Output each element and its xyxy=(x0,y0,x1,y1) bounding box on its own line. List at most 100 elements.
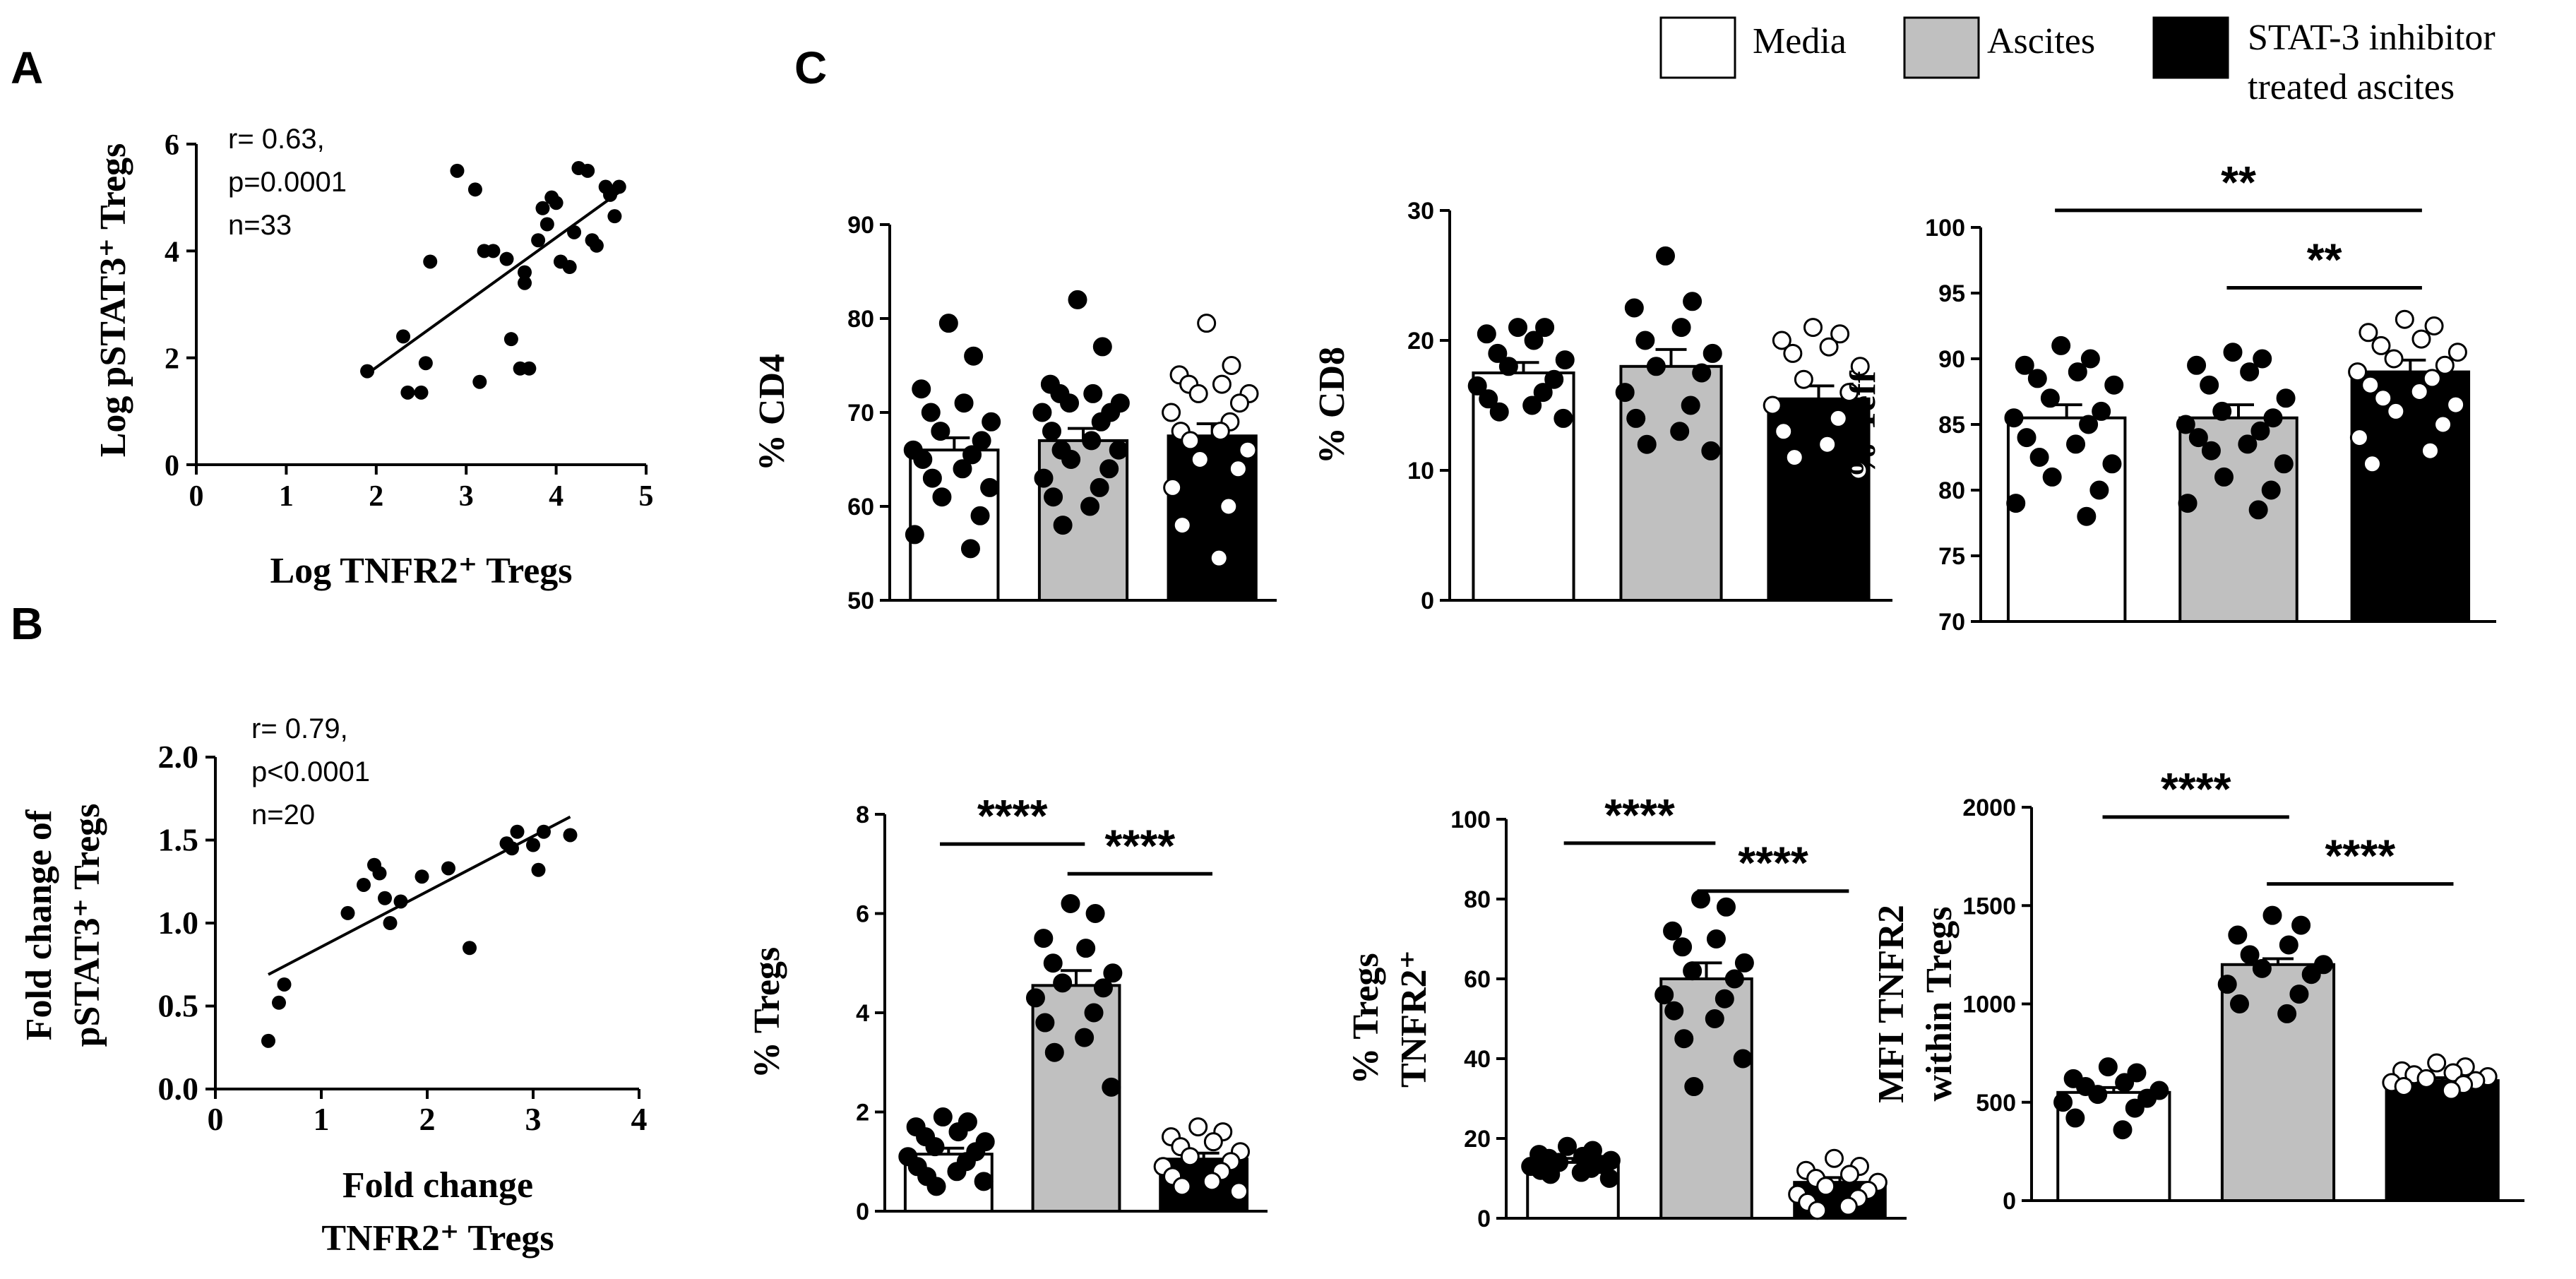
A-data-point xyxy=(549,196,564,210)
TNFR2-data-point xyxy=(1734,953,1754,972)
A-y-tick-label: 2 xyxy=(165,343,179,376)
Tregs-data-point xyxy=(1172,1177,1192,1196)
Teff-data-point xyxy=(2424,316,2444,335)
MFI-data-point xyxy=(2291,915,2311,935)
Tregs-data-point xyxy=(1085,904,1105,923)
A-stat-line: p=0.0001 xyxy=(228,167,347,198)
A-data-point xyxy=(531,233,546,248)
CD4-panel-label: C xyxy=(794,42,827,93)
Tregs-y-tick-label: 4 xyxy=(856,1000,869,1027)
Teff-y-tick-label: 100 xyxy=(1925,215,1965,242)
CD4-data-point xyxy=(921,403,941,422)
CD8-data-point xyxy=(1624,298,1644,318)
CD4-data-point xyxy=(1060,393,1080,413)
CD4-data-point xyxy=(1210,422,1230,441)
legend-label-ascites: Ascites xyxy=(1987,21,2095,61)
CD8-y-axis-label: % CD8 xyxy=(1312,347,1352,464)
MFI-y-axis-label-line1: MFI TNFR2 xyxy=(1871,905,1912,1103)
A-data-point xyxy=(567,225,582,239)
Tregs-data-point xyxy=(1076,939,1096,958)
Tregs-data-point xyxy=(1034,929,1054,948)
A-fit-line xyxy=(366,191,620,375)
Teff-data-point xyxy=(2409,382,2429,401)
Teff-data-point xyxy=(2349,428,2369,448)
Teff-y-tick-label: 80 xyxy=(1938,477,1965,504)
legend-swatch-media xyxy=(1659,16,1736,79)
CD8-data-point xyxy=(1489,402,1509,422)
B-data-point xyxy=(272,995,286,1010)
CD8-data-point xyxy=(1794,369,1813,389)
TNFR2-data-point xyxy=(1541,1165,1561,1184)
MFI-data-point xyxy=(2088,1085,2108,1105)
B-data-point xyxy=(378,891,392,905)
CD8-data-point xyxy=(1849,460,1868,480)
Tregs-data-point xyxy=(925,1137,945,1157)
CD8-data-point xyxy=(1692,363,1712,383)
CD4-data-point xyxy=(1109,440,1128,460)
Teff-y-tick-label: 95 xyxy=(1938,280,1965,307)
panel-B: 0 1 2 3 4 0.0 0.5 1.0 1.5 2.0 r= 0.79, p<0.0001 n=20… xyxy=(11,598,648,1259)
legend: Media Ascites STAT-3 inhibitor treated a… xyxy=(1659,16,2496,107)
TNFR2-data-point xyxy=(1691,889,1710,909)
TNFR2-significance-label: **** xyxy=(1604,790,1675,840)
CD8-data-point xyxy=(1524,331,1544,350)
A-data-point xyxy=(499,251,514,266)
B-y-tick-label: 1.5 xyxy=(158,822,199,858)
Teff-significance-label: ** xyxy=(2307,234,2342,285)
CD4-data-point xyxy=(972,431,991,451)
MFI-data-point xyxy=(2127,1063,2147,1083)
panel-MFI: 0 500 1000 1500 2000 **** **** MFI TNFR2 within … xyxy=(1871,763,2524,1215)
Teff-data-point xyxy=(2176,415,2195,434)
B-data-point xyxy=(277,977,292,992)
Teff-bar-ascites xyxy=(2178,416,2298,623)
B-data-point xyxy=(340,905,355,920)
CD4-data-point xyxy=(1099,459,1119,479)
Teff-data-point xyxy=(2422,369,2442,388)
TNFR2-y-tick-label: 80 xyxy=(1464,886,1491,913)
CD8-data-point xyxy=(1703,343,1722,363)
Teff-data-point xyxy=(2077,506,2097,526)
A-data-point xyxy=(400,385,415,400)
Teff-data-point xyxy=(2386,401,2406,421)
CD8-data-point xyxy=(1830,324,1850,344)
A-data-point xyxy=(503,332,518,347)
MFI-data-point xyxy=(2427,1053,2447,1073)
Teff-data-point xyxy=(2187,355,2207,375)
CD4-data-point xyxy=(1042,422,1061,441)
CD4-data-point xyxy=(1181,431,1200,451)
Teff-data-point xyxy=(2006,494,2026,513)
Teff-data-point xyxy=(2411,329,2431,349)
TNFR2-significance-label: **** xyxy=(1738,838,1808,888)
Tregs-data-point xyxy=(1188,1117,1208,1137)
A-data-point xyxy=(603,187,618,202)
B-y-tick-label: 0.0 xyxy=(158,1071,199,1107)
CD4-data-point xyxy=(1188,383,1208,403)
CD4-data-point xyxy=(922,468,942,488)
MFI-data-point xyxy=(2262,905,2282,925)
Teff-y-axis-label: % Teff xyxy=(1843,370,1883,477)
A-y-tick-label: 0 xyxy=(165,450,179,482)
CD4-data-point xyxy=(1172,516,1192,535)
CD4-data-point xyxy=(1044,487,1063,507)
Tregs-data-point xyxy=(1203,1132,1223,1152)
MFI-y-tick-label: 1500 xyxy=(1962,893,2016,920)
CD4-y-tick-label: 80 xyxy=(847,306,874,333)
Tregs-data-point xyxy=(1043,953,1063,973)
Teff-data-point xyxy=(2373,388,2393,408)
CD4-data-point xyxy=(962,445,982,465)
Teff-data-point xyxy=(2248,500,2268,520)
CD8-data-point xyxy=(1656,246,1675,266)
B-data-point xyxy=(261,1033,275,1048)
Tregs-y-tick-label: 6 xyxy=(856,901,869,928)
MFI-data-point xyxy=(2289,984,2309,1004)
B-data-point xyxy=(463,941,477,956)
CD4-data-point xyxy=(1238,440,1258,460)
A-data-point xyxy=(518,275,532,290)
MFI-significance-label: **** xyxy=(2325,831,2396,881)
CD8-data-point xyxy=(1671,318,1691,338)
Tregs-data-point xyxy=(1061,893,1080,913)
Teff-significance-label: ** xyxy=(2221,157,2256,208)
TNFR2-data-point xyxy=(1816,1177,1836,1196)
Teff-bar-media xyxy=(2006,416,2127,623)
Teff-data-point xyxy=(2384,349,2404,369)
